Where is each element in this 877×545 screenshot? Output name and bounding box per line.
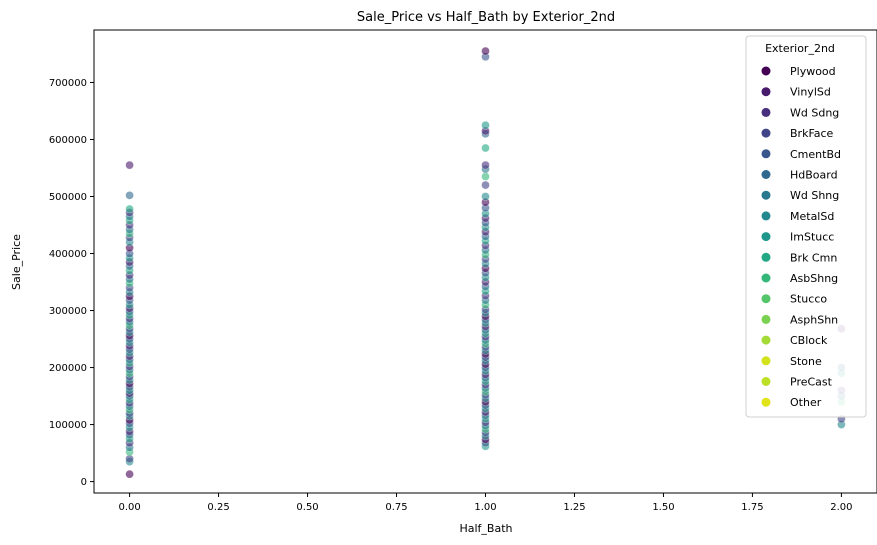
legend-marker bbox=[761, 128, 771, 138]
legend-marker bbox=[761, 211, 771, 221]
legend-entries: Plywood VinylSd Wd Sdng BrkFace CmentBd HdBoa… bbox=[761, 65, 841, 409]
legend-label: Stone bbox=[790, 355, 822, 368]
legend-box bbox=[745, 35, 867, 418]
y-tick-label: 200000 bbox=[49, 363, 87, 374]
legend-marker bbox=[761, 66, 771, 76]
legend-marker bbox=[761, 314, 771, 324]
legend-marker bbox=[761, 356, 771, 366]
x-tick-label: 0.75 bbox=[385, 502, 407, 513]
legend-label: Brk Cmn bbox=[790, 251, 837, 264]
y-tick-label: 600000 bbox=[49, 135, 87, 146]
legend-label: PreCast bbox=[790, 376, 833, 389]
data-point bbox=[125, 160, 134, 170]
y-tick-label: 500000 bbox=[49, 192, 87, 203]
legend-marker bbox=[761, 273, 771, 283]
legend-label: Wd Sdng bbox=[790, 106, 839, 119]
legend-label: BrkFace bbox=[790, 127, 834, 140]
y-axis-label: Sale_Price bbox=[10, 234, 23, 290]
legend-label: Stucco bbox=[790, 293, 827, 306]
data-point bbox=[481, 192, 490, 201]
data-point bbox=[125, 191, 134, 200]
legend-marker bbox=[761, 294, 771, 304]
data-point bbox=[125, 469, 134, 479]
legend-label: MetalSd bbox=[790, 210, 834, 223]
legend-label: HdBoard bbox=[790, 169, 838, 182]
legend-label: AsbShng bbox=[790, 272, 838, 285]
legend-title: Exterior_2nd bbox=[765, 42, 835, 55]
data-point bbox=[125, 204, 134, 214]
legend-marker bbox=[761, 149, 771, 159]
y-axis: 0 100000 200000 300000 400000 500000 600000 700… bbox=[49, 78, 94, 488]
x-tick-label: 0.50 bbox=[296, 502, 318, 513]
legend-label: ImStucc bbox=[790, 231, 834, 244]
legend-marker bbox=[761, 232, 771, 242]
legend-label: VinylSd bbox=[790, 86, 831, 99]
y-tick-label: 300000 bbox=[49, 306, 87, 317]
data-point bbox=[481, 180, 490, 190]
x-tick-label: 0.25 bbox=[207, 502, 229, 513]
y-tick-label: 700000 bbox=[49, 78, 87, 89]
x-axis-label: Half_Bath bbox=[459, 522, 512, 535]
legend-marker bbox=[761, 190, 771, 200]
data-point bbox=[481, 160, 490, 170]
legend-label: Plywood bbox=[790, 65, 836, 78]
legend-marker bbox=[761, 252, 771, 262]
legend-marker bbox=[761, 170, 771, 179]
legend-marker bbox=[761, 377, 771, 386]
legend-marker bbox=[761, 335, 771, 345]
legend: Exterior_2nd Plywood VinylSd Wd Sdng BrkFac… bbox=[745, 35, 867, 418]
x-tick-label: 1.25 bbox=[563, 502, 585, 513]
x-tick-label: 2.00 bbox=[830, 502, 852, 513]
chart-title: Sale_Price vs Half_Bath by Exterior_2nd bbox=[357, 10, 615, 25]
data-point bbox=[481, 143, 490, 153]
data-point bbox=[481, 172, 490, 181]
x-tick-label: 1.75 bbox=[741, 502, 763, 513]
x-tick-label: 0.00 bbox=[118, 502, 140, 513]
legend-marker bbox=[761, 397, 771, 407]
legend-label: CBlock bbox=[790, 334, 828, 347]
y-tick-label: 0 bbox=[81, 477, 87, 488]
legend-label: Wd Shng bbox=[790, 189, 839, 202]
legend-label: Other bbox=[790, 396, 822, 409]
legend-marker bbox=[761, 107, 771, 117]
y-tick-label: 400000 bbox=[49, 249, 87, 260]
x-tick-label: 1.00 bbox=[474, 502, 496, 513]
data-point bbox=[481, 46, 490, 56]
data-point bbox=[481, 120, 490, 130]
x-tick-label: 1.50 bbox=[652, 502, 674, 513]
legend-label: CmentBd bbox=[790, 148, 841, 161]
y-tick-label: 100000 bbox=[49, 420, 87, 431]
points-layer bbox=[125, 46, 846, 479]
legend-marker bbox=[761, 87, 771, 97]
legend-label: AsphShn bbox=[790, 313, 838, 326]
x-axis: 0.00 0.25 0.50 0.75 1.00 1.25 1.50 1.75 2.00 bbox=[118, 493, 853, 513]
